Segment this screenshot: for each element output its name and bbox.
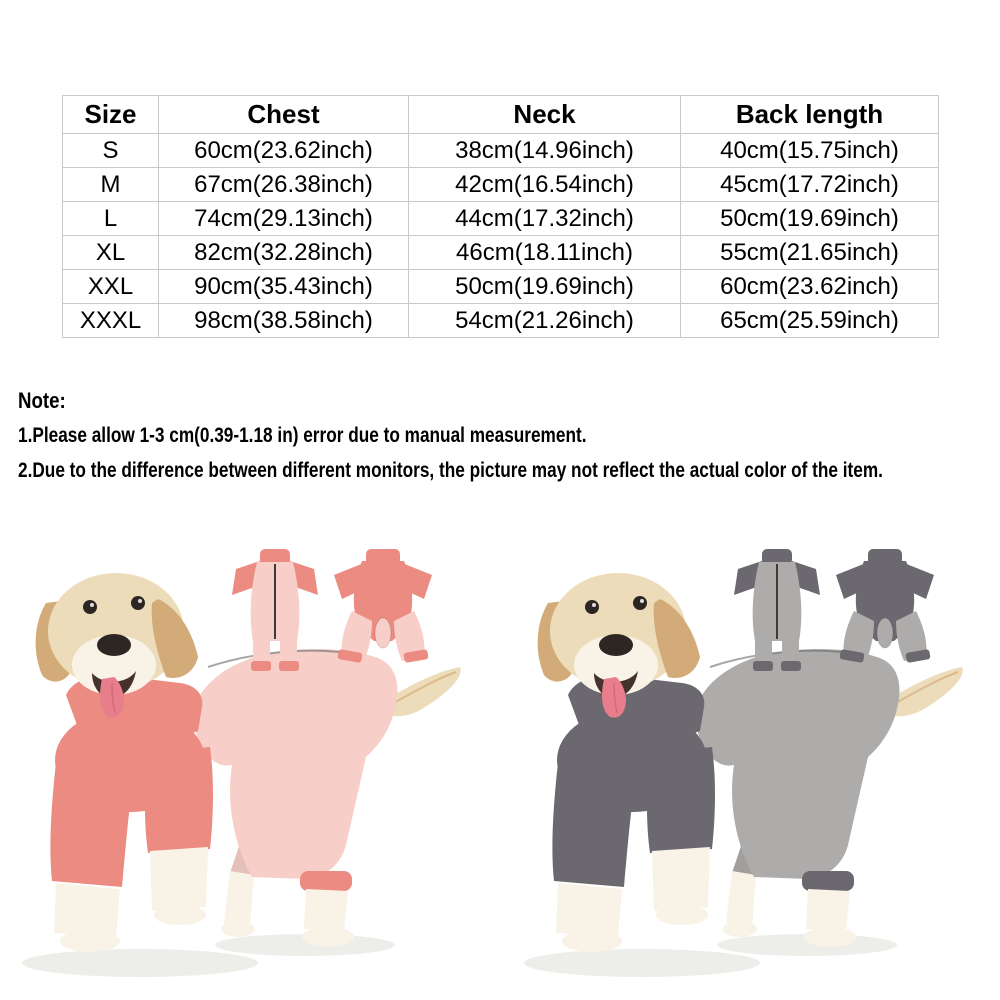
column-header: Neck <box>408 95 681 134</box>
table-row: XL 82cm(32.28inch) 46cm(18.11inch) 55cm(21.… <box>62 235 939 270</box>
table-cell: 67cm(26.38inch) <box>158 167 409 202</box>
table-cell: 46cm(18.11inch) <box>408 235 681 270</box>
table-cell: XL <box>62 235 159 270</box>
table-row: M 67cm(26.38inch) 42cm(16.54inch) 45cm(17.7… <box>62 167 939 202</box>
product-photo-pink-jumpsuit <box>0 545 500 995</box>
product-photo-gray-jumpsuit <box>502 545 1000 995</box>
note-title: Note: <box>18 388 66 413</box>
dog-wearing-gray-jumpsuit <box>524 549 963 977</box>
column-header: Size <box>62 95 159 134</box>
table-cell: 98cm(38.58inch) <box>158 303 409 338</box>
column-header: Chest <box>158 95 409 134</box>
table-cell: 38cm(14.96inch) <box>408 133 681 168</box>
table-cell: 74cm(29.13inch) <box>158 201 409 236</box>
table-cell: 50cm(19.69inch) <box>408 269 681 304</box>
table-cell: 42cm(16.54inch) <box>408 167 681 202</box>
table-cell: XXXL <box>62 303 159 338</box>
table-cell: 54cm(21.26inch) <box>408 303 681 338</box>
table-cell: 45cm(17.72inch) <box>680 167 939 202</box>
table-cell: 60cm(23.62inch) <box>680 269 939 304</box>
table-row: S 60cm(23.62inch) 38cm(14.96inch) 40cm(15.7… <box>62 133 939 168</box>
size-table: Size Chest Neck Back length S 60cm(23.62inch… <box>62 95 939 338</box>
table-cell: 65cm(25.59inch) <box>680 303 939 338</box>
table-cell: 55cm(21.65inch) <box>680 235 939 270</box>
size-table-header-row: Size Chest Neck Back length <box>62 95 939 134</box>
note-item-2: 2.Due to the difference between differen… <box>18 459 883 482</box>
table-cell: XXL <box>62 269 159 304</box>
column-header: Back length <box>680 95 939 134</box>
size-table-body: S 60cm(23.62inch) 38cm(14.96inch) 40cm(15.7… <box>62 133 939 338</box>
table-cell: 40cm(15.75inch) <box>680 133 939 168</box>
table-cell: 60cm(23.62inch) <box>158 133 409 168</box>
note-item-1: 1.Please allow 1-3 cm(0.39-1.18 in) erro… <box>18 424 587 447</box>
table-row: XXL 90cm(35.43inch) 50cm(19.69inch) 60cm(23… <box>62 269 939 304</box>
table-row: XXXL 98cm(38.58inch) 54cm(21.26inch) 65cm(2… <box>62 303 939 338</box>
table-cell: L <box>62 201 159 236</box>
table-cell: S <box>62 133 159 168</box>
table-cell: 44cm(17.32inch) <box>408 201 681 236</box>
dog-wearing-pink-jumpsuit <box>22 549 461 977</box>
table-cell: 50cm(19.69inch) <box>680 201 939 236</box>
table-cell: 82cm(32.28inch) <box>158 235 409 270</box>
table-row: L 74cm(29.13inch) 44cm(17.32inch) 50cm(19.6… <box>62 201 939 236</box>
table-cell: M <box>62 167 159 202</box>
table-cell: 90cm(35.43inch) <box>158 269 409 304</box>
